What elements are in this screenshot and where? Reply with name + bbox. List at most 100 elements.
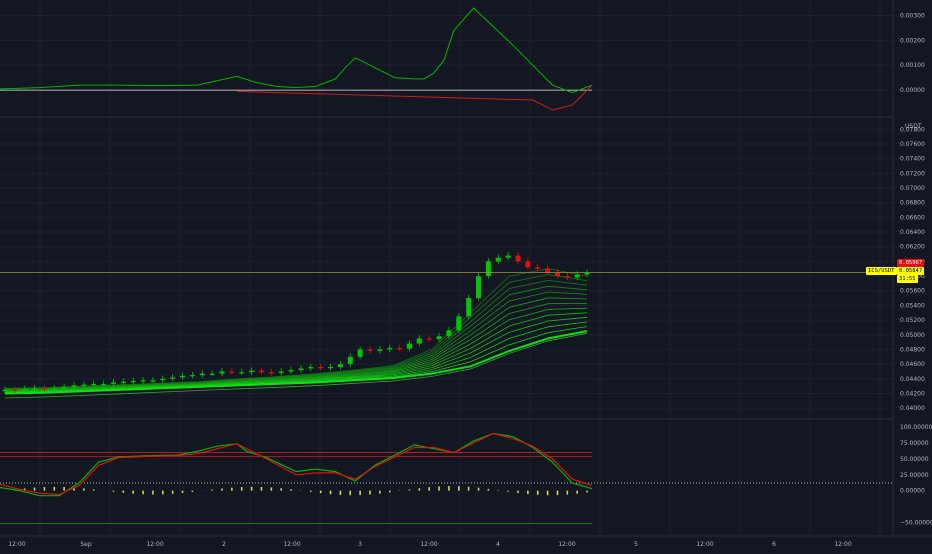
- candle: [358, 349, 363, 356]
- candle: [160, 379, 165, 380]
- oscillator2-tick-label: −50.00000: [900, 519, 932, 526]
- candle: [338, 364, 343, 367]
- oscillator-tick-label: 0.00200: [900, 37, 925, 44]
- candle: [259, 371, 264, 372]
- histogram-bar: [182, 491, 184, 493]
- candle: [535, 267, 540, 268]
- time-tick-label: 5: [634, 541, 638, 548]
- time-tick-label: 6: [772, 541, 776, 548]
- histogram-bar: [241, 487, 243, 491]
- candle: [52, 388, 57, 389]
- histogram-bar: [517, 491, 519, 493]
- candle: [170, 377, 175, 378]
- histogram-bar: [34, 488, 36, 491]
- price-tick-label: 0.07400: [900, 156, 925, 163]
- price-tick-label: 0.05200: [900, 317, 925, 324]
- candle: [121, 382, 126, 383]
- histogram-bar: [172, 491, 174, 494]
- price-tick-label: 0.04400: [900, 376, 925, 383]
- oscillator2-series-line: [0, 434, 592, 496]
- candle: [249, 371, 254, 372]
- ribbon-line: [5, 269, 587, 389]
- histogram-bar: [409, 490, 411, 491]
- candle: [565, 276, 570, 277]
- candle: [229, 371, 234, 372]
- candle: [239, 372, 244, 373]
- histogram-bar: [468, 487, 470, 491]
- oscillator2-tick-label: 50.00000: [900, 456, 929, 463]
- histogram-bar: [162, 491, 164, 495]
- histogram-bar: [53, 487, 55, 491]
- time-tick-label: 3: [358, 541, 362, 548]
- candle: [446, 330, 451, 336]
- histogram-bar: [251, 487, 253, 491]
- candle: [269, 372, 274, 373]
- price-tag-red: 0.05967: [897, 259, 924, 267]
- histogram-bar: [44, 487, 46, 491]
- oscillator-tick-label: 0.00300: [900, 12, 925, 19]
- candle: [466, 298, 471, 316]
- histogram-bar: [359, 491, 361, 495]
- oscillator-tick-label: 0.00000: [900, 87, 925, 94]
- candle: [42, 388, 47, 389]
- oscillator-panel[interactable]: [0, 8, 592, 110]
- histogram-bar: [63, 487, 65, 491]
- histogram-bar: [113, 491, 115, 492]
- candle: [397, 348, 402, 349]
- candle: [220, 371, 225, 373]
- histogram-bar: [320, 491, 322, 493]
- price-tick-label: 0.05400: [900, 302, 925, 309]
- histogram-bar: [428, 487, 430, 490]
- pair-label-tag: ICS/USDT: [866, 267, 897, 275]
- candle: [506, 256, 511, 258]
- candle: [91, 384, 96, 385]
- histogram-bar: [290, 489, 292, 490]
- candle: [279, 371, 284, 372]
- candle: [210, 374, 215, 375]
- time-tick-label: 4: [496, 541, 500, 548]
- candle: [486, 261, 491, 276]
- candle: [81, 385, 86, 386]
- histogram-bar: [537, 491, 539, 495]
- candle: [12, 390, 17, 391]
- candle: [308, 367, 313, 368]
- candle: [2, 390, 7, 391]
- candle: [516, 256, 521, 262]
- histogram-bar: [438, 486, 440, 490]
- price-tick-label: 0.07600: [900, 141, 925, 148]
- price-tick-label: 0.04800: [900, 346, 925, 353]
- candle: [417, 338, 422, 343]
- time-tick-label: 12:00: [696, 541, 713, 548]
- histogram-bar: [389, 491, 391, 493]
- histogram-bar: [231, 488, 233, 491]
- candle: [476, 276, 481, 298]
- unit-label: USDT: [905, 123, 922, 130]
- time-tick-label: 2: [222, 541, 226, 548]
- price-tick-label: 0.04000: [900, 405, 925, 412]
- stochastic-panel[interactable]: [0, 434, 893, 524]
- candle: [101, 384, 106, 385]
- candle: [427, 338, 432, 339]
- histogram-bar: [507, 491, 509, 492]
- histogram-bar: [152, 491, 154, 495]
- candle: [131, 381, 136, 382]
- price-tick-label: 0.06800: [900, 200, 925, 207]
- oscillator-series-line: [237, 85, 592, 110]
- candle: [387, 348, 392, 349]
- histogram-bar: [419, 488, 421, 490]
- candle: [298, 369, 303, 370]
- time-tick-label: 12:00: [8, 541, 25, 548]
- price-tick-label: 0.06400: [900, 229, 925, 236]
- candle: [456, 316, 461, 330]
- histogram-bar: [123, 491, 125, 493]
- candle: [62, 387, 67, 388]
- price-panel[interactable]: [0, 252, 893, 398]
- histogram-bar: [211, 490, 213, 491]
- oscillator-series-line: [0, 8, 592, 93]
- oscillator-tick-label: 0.00100: [900, 62, 925, 69]
- candle: [180, 376, 185, 377]
- time-tick-label: 12:00: [420, 541, 437, 548]
